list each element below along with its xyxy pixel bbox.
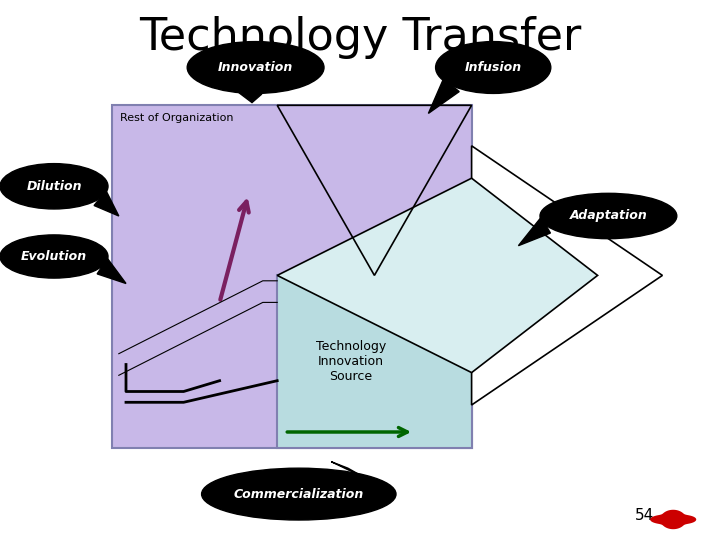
- Polygon shape: [518, 217, 550, 246]
- Ellipse shape: [0, 164, 108, 209]
- Bar: [277, 275, 472, 448]
- Bar: [112, 105, 472, 448]
- Polygon shape: [239, 93, 262, 103]
- Ellipse shape: [202, 468, 396, 520]
- Ellipse shape: [540, 193, 677, 239]
- Text: Infusion: Infusion: [464, 61, 522, 74]
- Text: Innovation: Innovation: [218, 61, 293, 74]
- Text: Commercialization: Commercialization: [234, 488, 364, 501]
- Ellipse shape: [187, 42, 324, 93]
- Ellipse shape: [0, 235, 108, 278]
- Polygon shape: [428, 79, 459, 113]
- Text: 54: 54: [635, 508, 654, 523]
- Text: Rest of Organization: Rest of Organization: [120, 113, 234, 124]
- Polygon shape: [277, 178, 598, 373]
- Text: Technology
Innovation
Source: Technology Innovation Source: [316, 340, 386, 383]
- Polygon shape: [650, 510, 696, 529]
- Ellipse shape: [436, 42, 551, 93]
- Polygon shape: [472, 146, 662, 405]
- Text: Adaptation: Adaptation: [570, 210, 647, 222]
- Text: Evolution: Evolution: [21, 250, 87, 263]
- Polygon shape: [331, 462, 366, 478]
- Polygon shape: [94, 191, 119, 216]
- Polygon shape: [97, 259, 126, 284]
- Text: Dilution: Dilution: [26, 180, 82, 193]
- Text: Technology Transfer: Technology Transfer: [139, 16, 581, 59]
